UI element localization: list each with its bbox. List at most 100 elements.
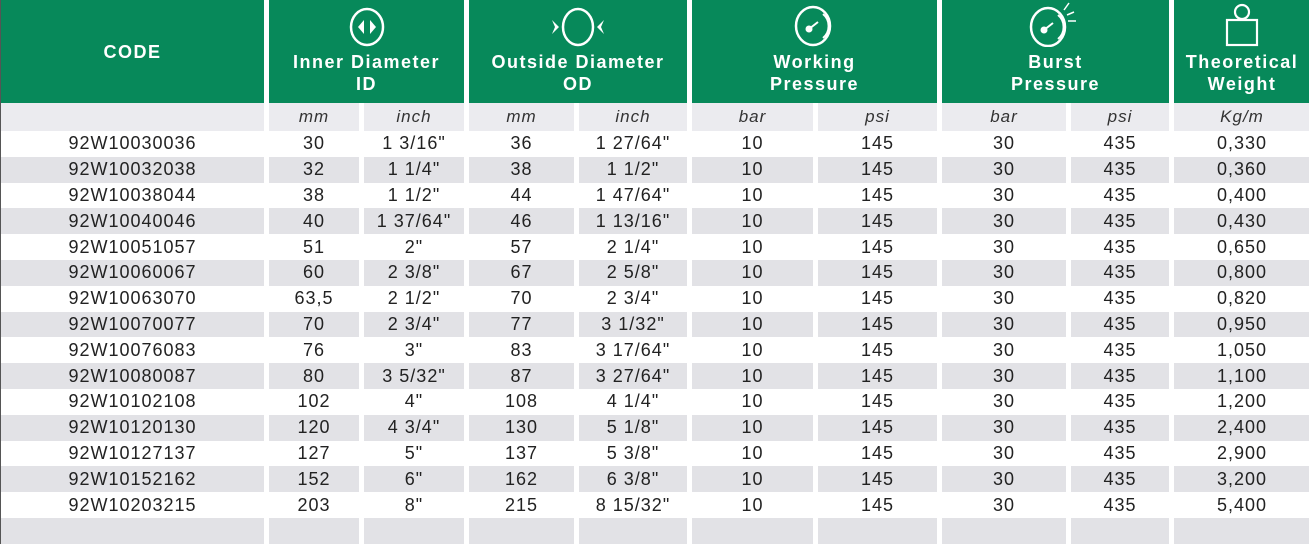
cell-weight: 1,050 — [1216, 339, 1268, 360]
cell-id-mm: 38 — [302, 184, 326, 205]
cell-od-mm: 44 — [510, 184, 533, 205]
cell-bp-bar: 30 — [992, 184, 1016, 205]
cell-bp-bar: 30 — [992, 288, 1016, 309]
cell-wp-bar: 10 — [741, 494, 764, 515]
cell-id-inch: 4" — [404, 391, 424, 412]
table-row: 92W10060067 60 2 3/8" 67 2 5/8" 10 145 30 435 0,8… — [1, 259, 1309, 286]
cell-wp-psi: 145 — [818, 156, 937, 183]
cell-wp-bar: 10 — [741, 236, 764, 257]
cell-wp-psi: 145 — [860, 184, 895, 205]
cell-od-mm: 137 — [504, 442, 539, 463]
cell-od-inch: 1 1/2" — [579, 156, 687, 183]
cell-od-mm: 36 — [510, 133, 533, 154]
cell-wp-psi: 145 — [860, 288, 895, 309]
cell-code: 92W10076083 — [68, 339, 197, 360]
cell-od-mm: 67 — [469, 259, 574, 286]
header-outside-diameter-line2: OD — [563, 74, 593, 94]
cell-code: 92W10080087 — [1, 363, 264, 389]
unit-cell: bar — [692, 103, 813, 131]
cell-wp-psi: 145 — [860, 236, 895, 257]
cell-code: 92W10120130 — [1, 414, 264, 441]
table-header: CODE Inner Diameter ID Outside Diameter … — [1, 0, 1309, 103]
unit-cell — [1, 103, 264, 131]
cell-weight: 1,200 — [1216, 391, 1268, 412]
header-inner-diameter-line2: ID — [356, 74, 377, 94]
cell-od-mm: 38 — [469, 156, 574, 183]
table-row: 92W10038044 38 1 1/2" 44 1 47/64" 10 145 30 435 0… — [1, 183, 1309, 209]
cell-code: 92W10102108 — [68, 391, 197, 412]
empty-cell — [818, 517, 937, 544]
cell-od-inch: 2 1/4" — [606, 236, 660, 257]
cell-wp-bar: 10 — [692, 311, 813, 338]
cell-bp-psi: 435 — [1071, 259, 1169, 286]
cell-weight: 5,400 — [1216, 494, 1268, 515]
cell-bp-psi: 435 — [1071, 156, 1169, 183]
empty-cell — [269, 517, 359, 544]
cell-code: 92W10127137 — [68, 442, 197, 463]
cell-weight: 2,400 — [1174, 414, 1309, 441]
cell-od-inch: 1 47/64" — [595, 184, 671, 205]
cell-wp-bar: 10 — [741, 133, 764, 154]
cell-bp-psi: 435 — [1103, 288, 1137, 309]
cell-id-inch: 3 5/32" — [364, 363, 464, 389]
cell-od-mm: 77 — [469, 311, 574, 338]
cell-bp-psi: 435 — [1103, 494, 1137, 515]
cell-wp-psi: 145 — [860, 391, 895, 412]
cell-bp-psi: 435 — [1103, 184, 1137, 205]
cell-wp-bar: 10 — [692, 156, 813, 183]
cell-id-mm: 203 — [297, 494, 331, 515]
inner-diameter-icon — [349, 7, 384, 47]
unit-cell: psi — [818, 103, 937, 131]
cell-code: 92W10060067 — [1, 259, 264, 286]
weight-icon — [1225, 3, 1259, 47]
header-inner-diameter: Inner Diameter ID — [269, 0, 464, 103]
cell-code: 92W10063070 — [68, 288, 197, 309]
table-row: 92W10032038 32 1 1/4" 38 1 1/2" 10 145 30 435 0,3… — [1, 156, 1309, 183]
unit-cell: inch — [364, 103, 464, 131]
cell-od-mm: 87 — [469, 363, 574, 389]
header-working-pressure-line2: Pressure — [769, 74, 860, 94]
header-theoretical-weight-line2: Weight — [1207, 74, 1277, 94]
units-row: mm inch mm inch bar psi bar psi Kg/m — [1, 103, 1309, 131]
unit-cell: inch — [579, 103, 687, 131]
cell-id-mm: 152 — [269, 466, 359, 493]
pressure-gauge-icon — [794, 5, 831, 47]
cell-bp-bar: 30 — [942, 466, 1066, 493]
header-inner-diameter-line1: Inner Diameter — [292, 52, 441, 72]
cell-wp-psi: 145 — [860, 494, 895, 515]
cell-id-inch: 8" — [404, 494, 424, 515]
cell-wp-psi: 145 — [818, 414, 937, 441]
empty-cell — [364, 517, 464, 544]
cell-wp-psi: 145 — [818, 363, 937, 389]
cell-wp-bar: 10 — [692, 466, 813, 493]
cell-wp-psi: 145 — [860, 339, 895, 360]
cell-od-mm: 83 — [510, 339, 533, 360]
cell-code: 92W10038044 — [68, 184, 197, 205]
cell-weight: 0,400 — [1216, 184, 1268, 205]
cell-bp-bar: 30 — [942, 208, 1066, 235]
header-code: CODE — [1, 0, 264, 103]
cell-code: 92W10203215 — [68, 494, 197, 515]
table-row: 92W10203215 203 8" 215 8 15/32" 10 145 30 435 5,4… — [1, 492, 1309, 518]
unit-cell: psi — [1071, 103, 1169, 131]
cell-id-inch: 2 3/8" — [364, 259, 464, 286]
table-row: 92W10152162 152 6" 162 6 3/8" 10 145 30 435 3,200 — [1, 466, 1309, 493]
cell-od-mm: 70 — [510, 288, 533, 309]
cell-weight: 0,330 — [1216, 133, 1268, 154]
cell-bp-psi: 435 — [1103, 236, 1137, 257]
table-row: 92W10120130 120 4 3/4" 130 5 1/8" 10 145 30 435 2… — [1, 414, 1309, 441]
header-theoretical-weight: Theoretical Weight — [1174, 0, 1309, 103]
cell-id-inch: 1 3/16" — [382, 133, 446, 154]
cell-bp-psi: 435 — [1103, 391, 1137, 412]
cell-weight: 0,650 — [1216, 236, 1268, 257]
cell-od-inch: 2 5/8" — [579, 259, 687, 286]
cell-id-mm: 127 — [297, 442, 331, 463]
cell-id-mm: 102 — [297, 391, 331, 412]
cell-bp-psi: 435 — [1071, 208, 1169, 235]
cell-od-inch: 8 15/32" — [595, 494, 671, 515]
cell-id-mm: 60 — [269, 259, 359, 286]
cell-od-mm: 130 — [469, 414, 574, 441]
cell-wp-bar: 10 — [741, 442, 764, 463]
cell-bp-psi: 435 — [1071, 466, 1169, 493]
